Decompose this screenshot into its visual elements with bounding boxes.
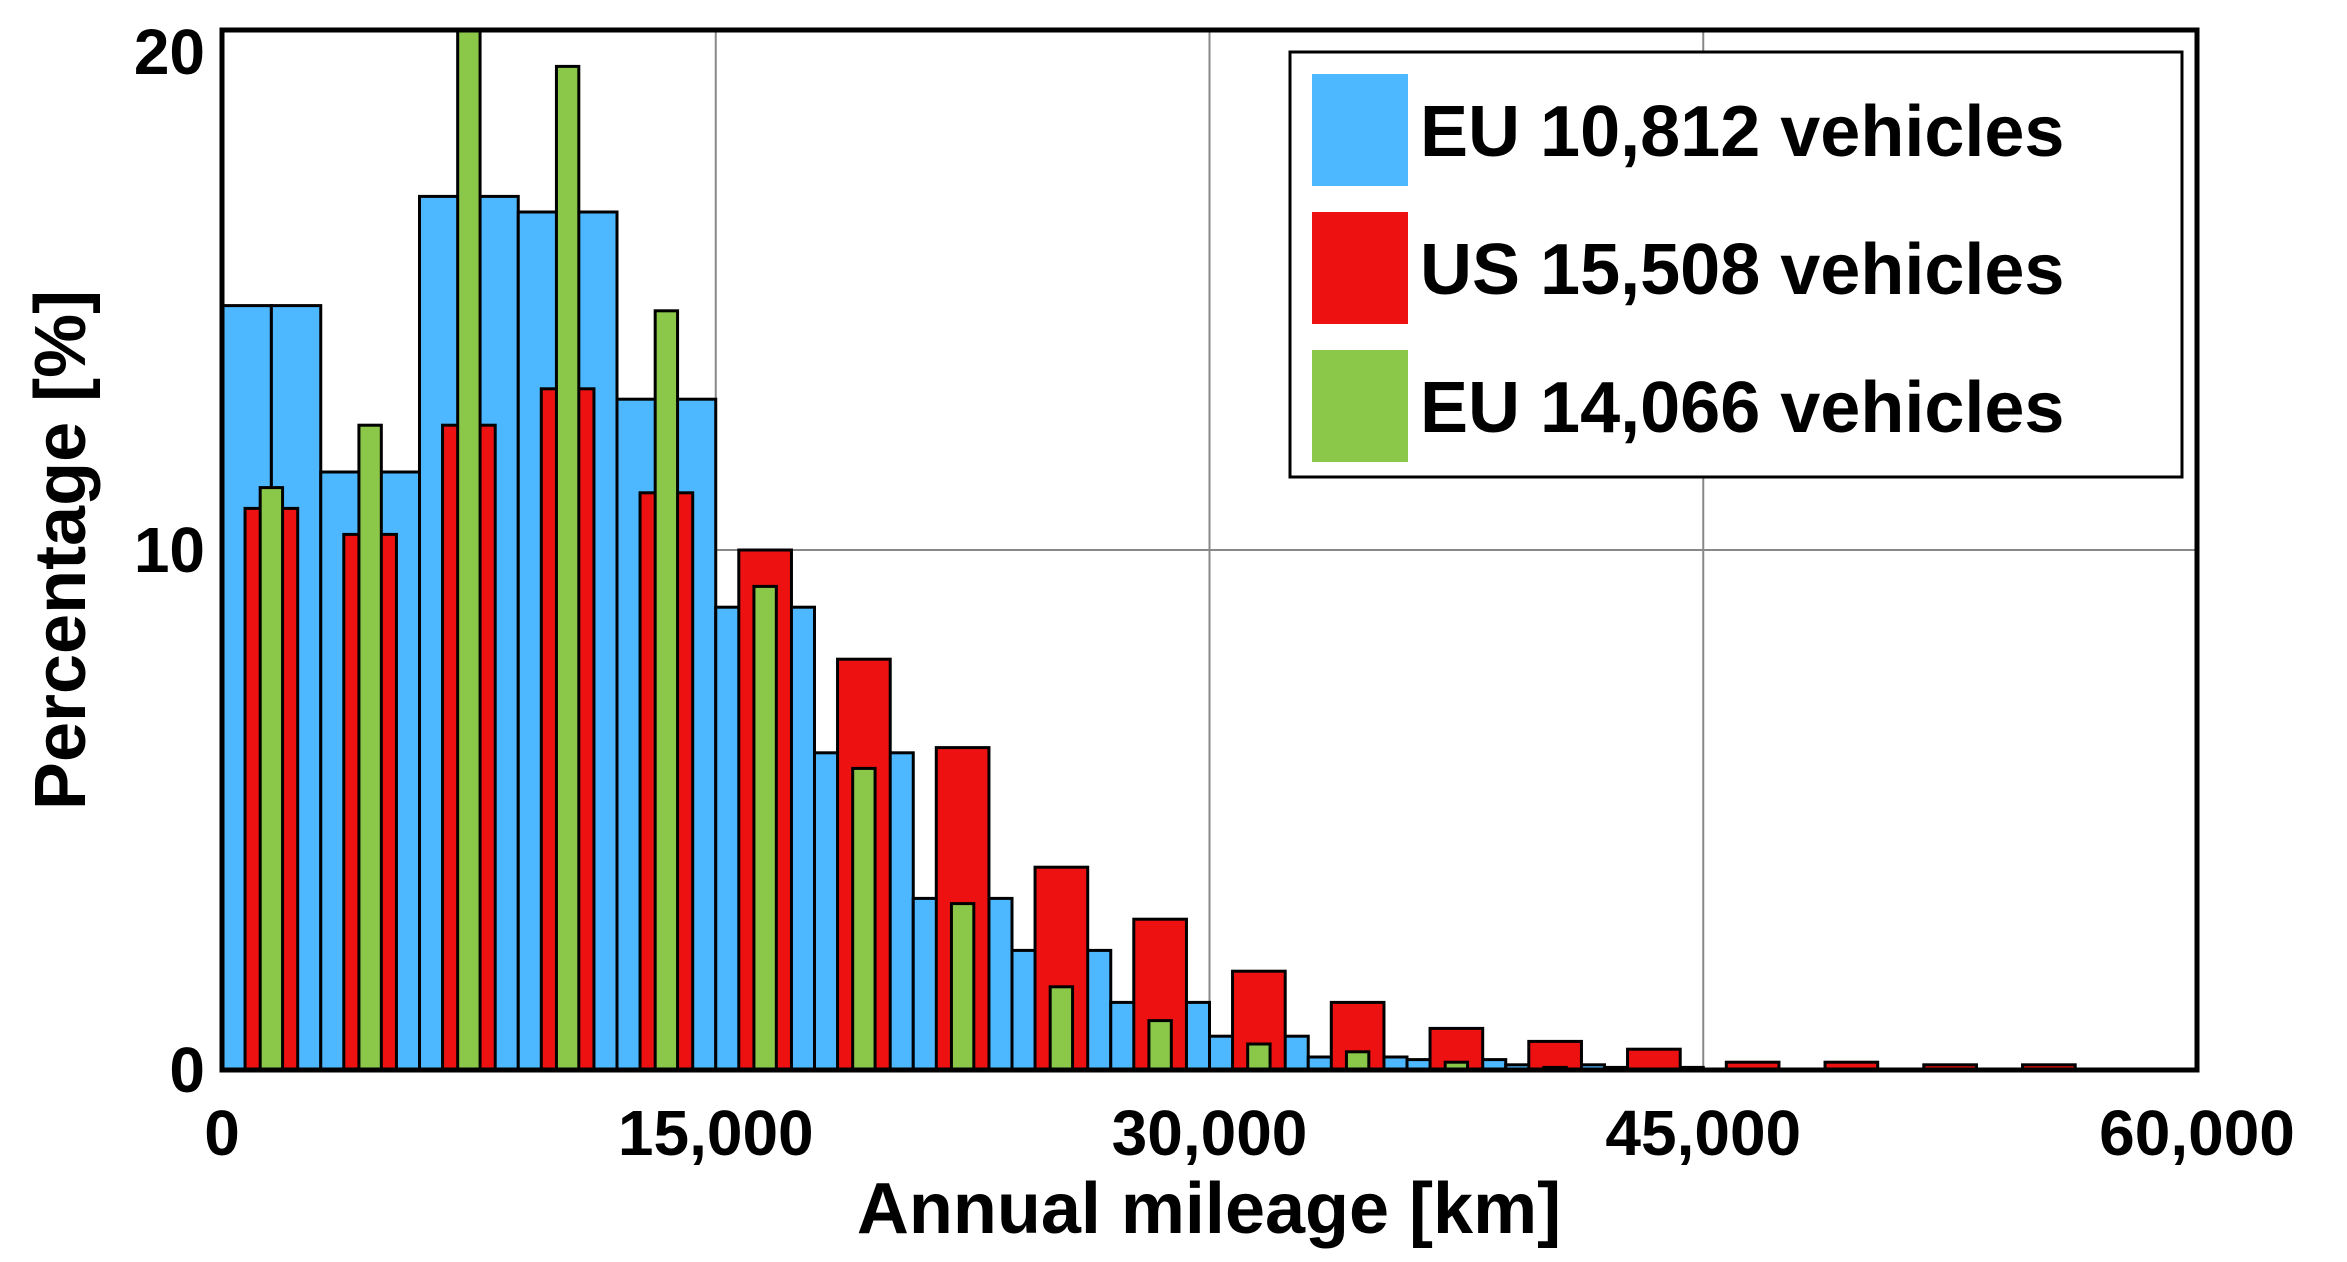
plot-frame (219, 27, 2200, 1073)
legend-label-1: US 15,508 vehicles (1420, 230, 2064, 310)
legend-box (1288, 50, 2184, 479)
bar-us-15508-13 (1527, 1039, 1583, 1072)
bar-eu-14066-3 (554, 64, 581, 1072)
x-tick-label-2: 30,000 (1112, 1097, 1308, 1169)
bar-eu-14066-1 (357, 423, 383, 1072)
legend-swatch-1 (1312, 212, 1408, 324)
y-tick-label-2: 20 (134, 16, 205, 88)
legend-swatch-0 (1312, 74, 1408, 186)
legend: EU 10,812 vehicles US 15,508 vehicles EU 1… (1288, 50, 2184, 479)
legend-label-2: EU 14,066 vehicles (1420, 368, 2064, 448)
x-axis-label: Annual mileage [km] (857, 1169, 1561, 1249)
bar-eu-14066-0 (258, 486, 285, 1072)
bar-eu-14066-10 (1246, 1042, 1272, 1072)
x-tick-label-1: 15,000 (618, 1097, 814, 1169)
bar-eu-14066-6 (851, 766, 877, 1072)
legend-swatch-2 (1312, 350, 1408, 462)
x-tick-label-3: 45,000 (1605, 1097, 1801, 1169)
y-axis-label: Percentage [%] (21, 290, 101, 810)
x-tick-label-4: 60,000 (2099, 1097, 2295, 1169)
y-tick-labels: 0 10 20 (134, 16, 205, 1106)
bar-eu-14066-8 (1048, 985, 1075, 1072)
bar-eu-14066-4 (653, 309, 680, 1072)
x-tick-label-0: 0 (204, 1097, 240, 1169)
bar-eu-14066-2 (456, 28, 482, 1072)
bar-us-15508-8 (1033, 865, 1090, 1072)
legend-label-0: EU 10,812 vehicles (1420, 92, 2064, 172)
x-tick-labels: 0 15,000 30,000 45,000 60,000 (204, 1097, 2295, 1169)
bar-eu-14066-9 (1147, 1019, 1173, 1072)
y-tick-label-1: 10 (134, 514, 205, 586)
bar-eu-14066-7 (949, 902, 976, 1072)
y-tick-label-0: 0 (169, 1034, 205, 1106)
bar-eu-14066-5 (752, 584, 778, 1072)
bar-us-15508-14 (1626, 1047, 1682, 1072)
bar-eu-14066-11 (1344, 1050, 1371, 1072)
